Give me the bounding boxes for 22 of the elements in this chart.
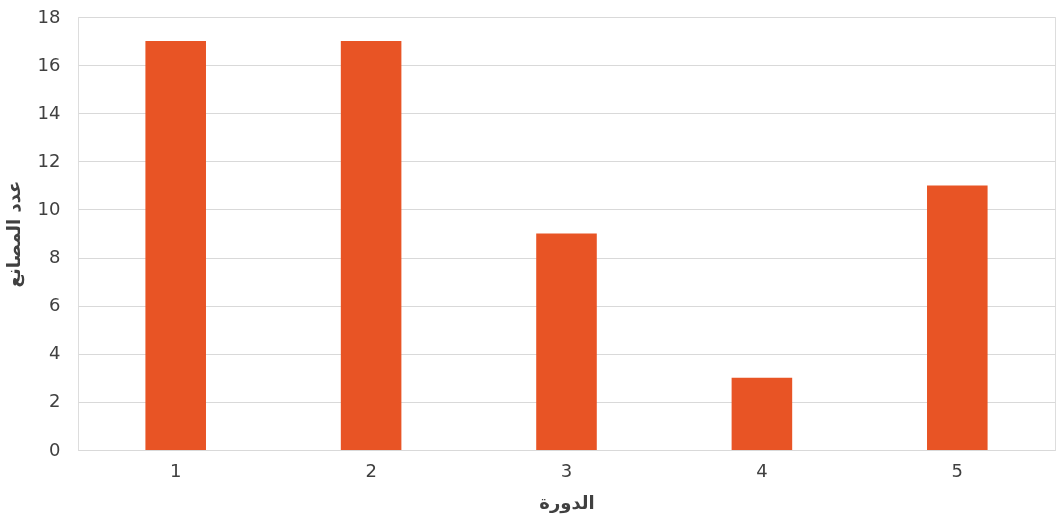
y-tick-label: 6 [49,294,61,316]
y-tick-label: 12 [37,149,61,171]
bar [145,41,206,450]
y-axis-title: عدد المصانع [2,180,25,288]
bar [731,377,793,450]
y-tick-label: 0 [49,438,61,460]
y-tick-label: 18 [37,5,61,27]
y-tick-label: 8 [49,246,61,268]
x-tick-label: 2 [365,459,377,481]
bar [927,185,988,450]
bar [340,41,402,450]
x-axis-title: الدورة [539,491,595,514]
y-tick-label: 2 [49,390,61,412]
x-tick-label: 1 [169,459,182,481]
y-tick-label: 14 [37,101,61,123]
y-tick-label: 16 [37,53,61,75]
y-tick-label: 10 [37,197,61,219]
y-tick-label: 4 [49,342,61,364]
x-tick-label: 3 [560,459,573,481]
x-tick-label: 4 [756,459,768,481]
x-tick-label: 5 [951,459,964,481]
bar [536,233,597,450]
